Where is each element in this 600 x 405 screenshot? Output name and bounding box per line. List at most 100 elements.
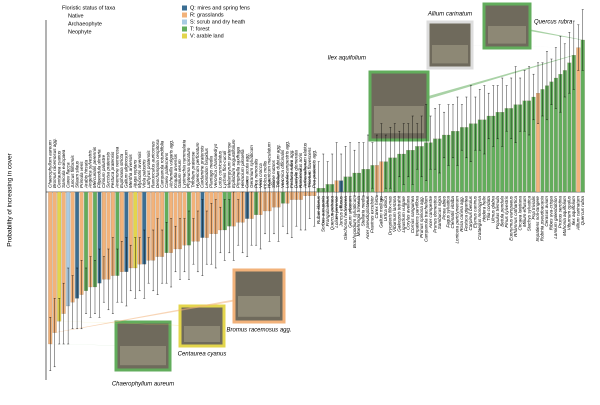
species-label: Prunus spinosa agg.	[419, 196, 424, 238]
error-bar	[125, 237, 128, 307]
species-label: Poa pratensis agg.	[311, 150, 316, 188]
legend-item: R: grasslands	[190, 12, 224, 18]
species-label: Veronica officinalis	[280, 149, 285, 188]
error-bar	[317, 161, 320, 216]
error-bar	[304, 161, 307, 231]
species-label: Ulmus glabra	[490, 196, 495, 224]
species-label: Carex flacca	[65, 162, 70, 188]
error-bar	[152, 229, 155, 291]
error-bar	[286, 172, 289, 235]
error-bar	[308, 172, 311, 219]
error-bar	[192, 218, 195, 265]
photo-caption: Ilex aquifolium	[328, 56, 366, 62]
error-bar	[250, 191, 253, 246]
species-label: Campanula rotundifolia	[159, 140, 164, 188]
legend-swatch	[182, 5, 187, 11]
photo-detail	[120, 346, 166, 366]
legend-item: Native	[68, 13, 84, 19]
species-label: Glechoma hederacea	[343, 196, 348, 240]
error-bar	[102, 256, 105, 303]
species-label: Urtica dioica	[383, 196, 388, 222]
species-label: Succisa pratensis	[106, 151, 111, 188]
species-label: Lysimachia nummularia	[182, 139, 187, 188]
species-label: Poa nemoralis	[253, 158, 258, 188]
error-bar	[344, 146, 347, 208]
error-bar	[299, 168, 302, 231]
error-bar	[554, 47, 557, 109]
error-bar	[407, 123, 410, 178]
species-label: Mercurialis perennis	[92, 146, 97, 188]
species-label: Juncus filiformis	[70, 155, 75, 189]
error-bar	[129, 244, 132, 291]
error-bar	[577, 24, 580, 71]
species-label: Mentha arvensis	[128, 154, 133, 188]
species-label: Viola palustris	[141, 159, 146, 188]
photo-caption: Bromus racemosus agg.	[226, 328, 291, 334]
species-label: Cornus sanguinea	[410, 196, 415, 234]
error-bar	[371, 142, 374, 189]
error-bar	[541, 62, 544, 117]
species-label: Carex hirta	[374, 196, 379, 219]
species-label: Quercus rubra	[580, 196, 585, 226]
species-label: Holcus mollis	[262, 160, 267, 188]
species-label: Alchemilla vulgaris agg.	[168, 140, 173, 189]
species-label: Filipendula ulmaria	[97, 149, 102, 188]
error-bar	[465, 96, 468, 159]
error-bar	[174, 225, 177, 272]
error-bar	[111, 237, 114, 314]
photo-connector	[58, 321, 208, 326]
legend-title: Floristic status of taxa	[62, 5, 116, 11]
species-label: Trisetum flavescens	[307, 147, 312, 188]
species-label: Tilia cordata	[486, 196, 491, 221]
species-label: Arabis hirsuta	[83, 159, 88, 189]
species-label: Elymus caninus	[473, 195, 478, 228]
error-bar	[353, 149, 356, 197]
species-label: Festuca gigantea	[464, 196, 469, 232]
species-label: Silene nutans	[271, 159, 276, 188]
species-label: Deschampsia cespitosa	[155, 139, 160, 188]
species-label: Melampyrum pratense	[226, 142, 231, 188]
error-bar	[545, 51, 548, 121]
species-label: Circaea lutetiana	[517, 196, 522, 231]
error-bar	[201, 199, 204, 276]
error-bar	[537, 62, 540, 124]
species-label: Phyteuma spicatum	[186, 147, 191, 188]
error-bar	[568, 32, 571, 94]
error-bar	[138, 237, 141, 291]
photo-detail	[432, 45, 468, 64]
error-bar	[528, 66, 531, 136]
legend-item: Neophyte	[68, 29, 92, 35]
error-bar	[170, 218, 173, 288]
error-bar	[272, 180, 275, 235]
species-label: Ranunculus acris	[298, 152, 303, 188]
species-label: Carex acuta agg.	[244, 153, 249, 188]
error-bar	[469, 85, 472, 162]
species-label: Centaurea cyanus	[56, 150, 61, 188]
error-bar	[514, 66, 517, 143]
photo-detail	[488, 26, 526, 44]
species-label: Hieracium pilosella	[240, 149, 245, 188]
species-label: Knautia arvensis	[173, 153, 178, 188]
error-bar	[143, 229, 146, 299]
species-label: Bromus racemosus agg.	[52, 138, 57, 188]
error-bar	[259, 180, 262, 250]
species-label: Poa trivialis	[531, 195, 536, 219]
error-bar	[366, 134, 369, 204]
error-bar	[581, 9, 584, 71]
species-label: Primula veris	[79, 161, 84, 188]
error-bar	[255, 184, 258, 246]
species-label: Ilex aquifolium	[571, 196, 576, 226]
species-label: Impatiens parviflora	[414, 196, 419, 237]
species-label: Allium carinatum	[576, 196, 581, 231]
error-bar	[214, 199, 217, 269]
species-label: Populus tremula	[495, 196, 500, 230]
error-bar	[523, 70, 526, 132]
species-label: Dryopteris filix-mas	[388, 195, 393, 235]
error-bar	[487, 92, 490, 140]
species-label: Sorbus aucuparia	[320, 196, 325, 232]
error-bar	[384, 134, 387, 189]
species-label: Chaerophyllum aureum	[47, 140, 52, 188]
species-label: Lychnis flos-cuculi	[222, 150, 227, 188]
species-label: Carex pallescens	[164, 152, 169, 188]
